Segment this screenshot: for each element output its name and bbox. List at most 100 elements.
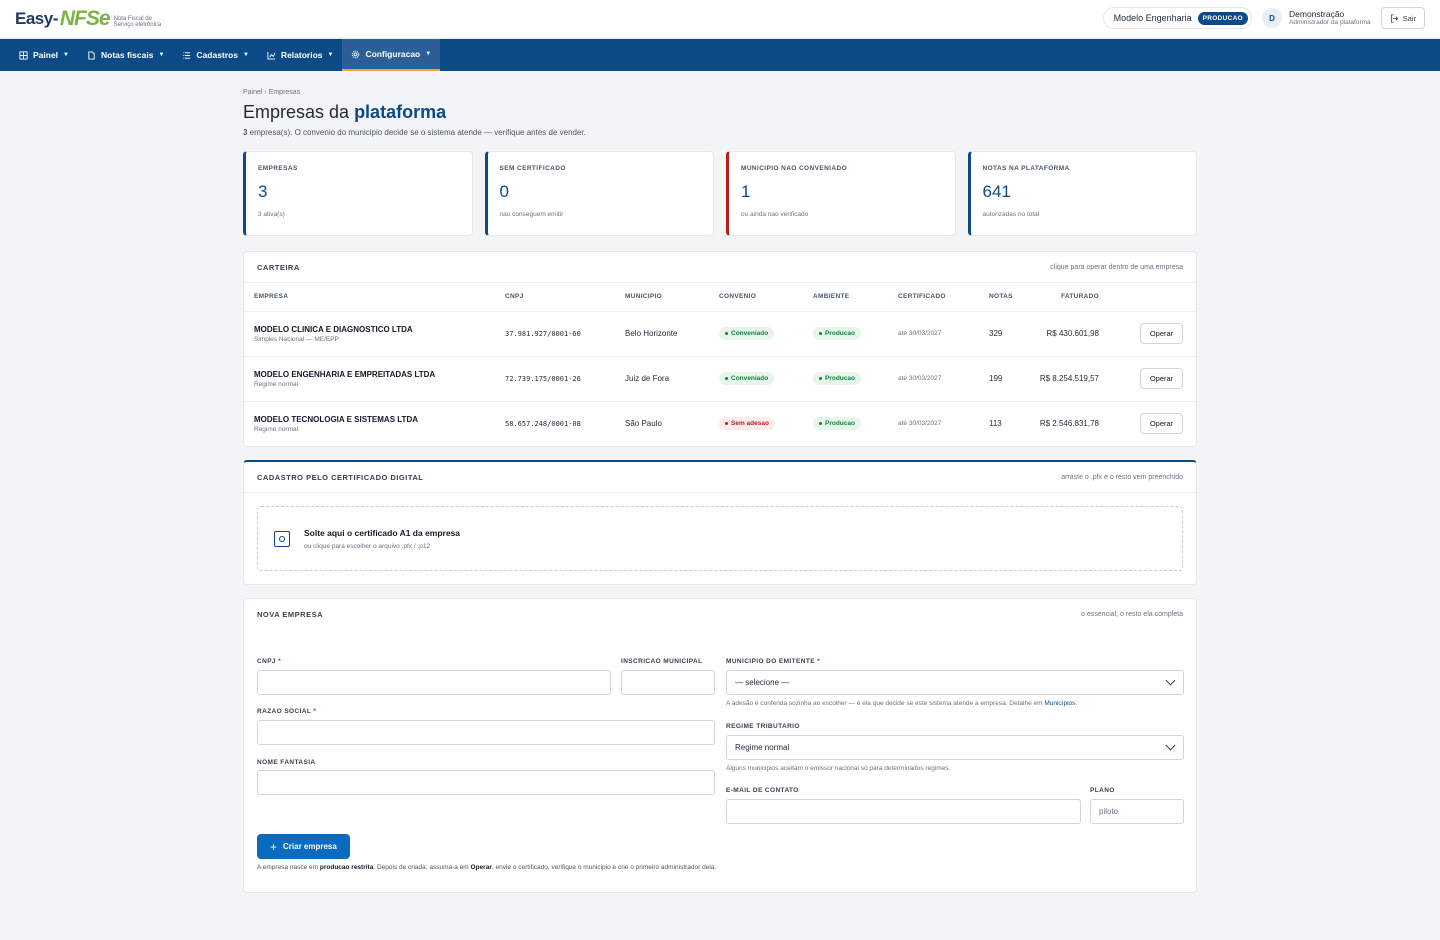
nav-notas-fiscais[interactable]: Notas fiscais ▼	[78, 39, 173, 71]
regime-label: REGIME TRIBUTARIO	[726, 723, 800, 730]
nav-configuracao[interactable]: Configuracao ▼	[342, 39, 441, 71]
chevron-down-icon: ▼	[327, 52, 334, 58]
nome-fantasia-field[interactable]	[257, 770, 715, 795]
page-title-highlight: plataforma	[354, 102, 447, 122]
company-name: MODELO CLINICA E DIAGNOSTICO LTDA	[254, 324, 413, 334]
regime-select[interactable]: Regime normal	[726, 735, 1184, 760]
avatar: D	[1262, 8, 1282, 28]
page-title-prefix: Empresas da	[243, 102, 355, 122]
operar-button[interactable]: Operar	[1140, 413, 1183, 435]
ambiente-badge: Producao	[813, 372, 861, 385]
stat-card-municipio-nao-conveniado: MUNICIPIO NAO CONVENIADO 1 ou ainda nao …	[726, 151, 956, 236]
company-name: MODELO ENGENHARIA E EMPREITADAS LTDA	[254, 369, 436, 379]
inscricao-municipal-field[interactable]	[621, 670, 715, 695]
grid-icon	[19, 50, 28, 60]
stat-value: 641	[982, 182, 1011, 201]
page-title: Empresas da plataforma	[243, 102, 1197, 123]
regime-help: Alguns municipios aceitam o emissor naci…	[726, 765, 951, 772]
municipios-link[interactable]: Municípios	[1044, 700, 1076, 707]
certificate-dropzone[interactable]: Solte aqui o certificado A1 da empresa o…	[257, 506, 1183, 571]
stat-card-sem-certificado: SEM CERTIFICADO 0 nao conseguem emitir	[484, 151, 714, 236]
col-notas: NOTAS	[979, 283, 1029, 312]
table-row[interactable]: MODELO ENGENHARIA E EMPREITADAS LTDA Regi…	[244, 356, 1196, 402]
chevron-down-icon: ▼	[158, 52, 165, 58]
certificado-validade: até 30/03/2027	[898, 420, 942, 428]
table-row[interactable]: MODELO CLINICA E DIAGNOSTICO LTDA Simples…	[244, 311, 1196, 357]
criar-empresa-button[interactable]: + Criar empresa	[257, 834, 350, 859]
col-faturado: FATURADO	[1029, 283, 1109, 312]
chevron-down-icon	[1165, 675, 1176, 686]
company-count: 3	[243, 128, 248, 137]
dropzone-title: Solte aqui o certificado A1 da empresa	[304, 527, 461, 538]
nav-cadastros-label: Cadastros	[196, 50, 238, 60]
municipio-help: A adesão é conferida sozinha ao escolher…	[726, 700, 1078, 707]
col-empresa: EMPRESA	[244, 283, 495, 312]
stat-label: MUNICIPIO NAO CONVENIADO	[741, 165, 848, 172]
carteira-note: clique para operar dentro de uma empresa	[1050, 263, 1183, 271]
user-name: Demonstração	[1289, 9, 1345, 19]
nova-empresa-card: NOVA EMPRESA o essencial; o resto ela co…	[243, 598, 1197, 893]
certificado-validade: até 30/03/2027	[888, 311, 979, 357]
nova-empresa-note: o essencial; o resto ela completa	[1081, 611, 1183, 618]
carteira-title: CARTEIRA	[257, 262, 300, 272]
stat-card-empresas: EMPRESAS 3 3 ativa(s)	[243, 151, 473, 236]
breadcrumb[interactable]: Painel › Empresas	[243, 89, 301, 96]
user-menu[interactable]: D Demonstração Administrador da platafor…	[1262, 8, 1371, 28]
nav-painel-label: Painel	[33, 50, 59, 60]
email-field[interactable]	[726, 799, 1081, 824]
operar-button[interactable]: Operar	[1140, 323, 1183, 344]
company-municipio: Juiz de Fora	[615, 356, 709, 402]
plano-field[interactable]: piloto	[1090, 799, 1184, 824]
col-certificado: CERTIFICADO	[888, 283, 979, 312]
stat-value: 0	[499, 182, 509, 201]
chevron-down-icon: ▼	[242, 52, 249, 58]
inscricao-municipal-label: INSCRICAO MUNICIPAL	[621, 658, 703, 665]
environment-badge: PRODUCAO	[1197, 11, 1248, 25]
company-cnpj: 58.657.248/0001-08	[505, 419, 581, 428]
logout-icon	[1390, 13, 1398, 23]
municipio-select[interactable]: — selecione —	[726, 670, 1184, 695]
certificado-note: arraste o .pfx e o resto vem preenchido	[1061, 473, 1183, 481]
form-footnote: A empresa nasce em producao restrita. De…	[257, 864, 717, 871]
main-content: Painel › Empresas Empresas da plataforma…	[243, 71, 1197, 893]
company-regime: Simples Nacional — ME/EPP	[254, 335, 339, 343]
notas-count: 329	[979, 311, 1029, 357]
carteira-card: CARTEIRA clique para operar dentro de um…	[243, 251, 1197, 447]
nav-notas-label: Notas fiscais	[101, 50, 154, 60]
notas-count: 113	[989, 419, 1002, 429]
company-cnpj: 72.739.175/0001-26	[495, 356, 615, 402]
top-bar: Easy- NFSe Nota Fiscal de Serviço eletrô…	[0, 0, 1440, 39]
cnpj-field[interactable]	[257, 670, 611, 695]
nav-cadastros[interactable]: Cadastros ▼	[173, 39, 258, 71]
certificado-validade: até 30/03/2027	[888, 356, 979, 402]
convenio-badge: Conveniado	[719, 372, 775, 385]
faturado-value: R$ 2.546.831,78	[1039, 419, 1099, 429]
nova-empresa-form: CNPJ * INSCRICAO MUNICIPAL MUNICIPIO DO …	[244, 630, 1196, 892]
nav-painel[interactable]: Painel ▼	[10, 39, 78, 71]
operar-button[interactable]: Operar	[1140, 368, 1183, 389]
logout-button[interactable]: Sair	[1380, 7, 1425, 29]
certificado-card: CADASTRO PELO CERTIFICADO DIGITAL arrast…	[243, 460, 1197, 585]
stats-row: EMPRESAS 3 3 ativa(s) SEM CERTIFICADO 0 …	[243, 151, 1197, 236]
col-ambiente: AMBIENTE	[803, 283, 888, 312]
col-municipio: MUNICIPIO	[615, 283, 709, 312]
plus-icon: +	[270, 839, 278, 854]
stat-label: EMPRESAS	[258, 165, 298, 172]
stat-hint: 3 ativa(s)	[258, 211, 285, 218]
company-name: MODELO TECNOLOGIA E SISTEMAS LTDA	[254, 414, 418, 424]
ambiente-badge: Producao	[813, 327, 861, 340]
nav-relatorios[interactable]: Relatorios ▼	[258, 39, 343, 71]
company-municipio: São Paulo	[625, 419, 662, 429]
stat-label: SEM CERTIFICADO	[499, 165, 566, 172]
companies-table: EMPRESA CNPJ MUNICIPIO CONVENIO AMBIENTE…	[244, 283, 1196, 446]
razao-social-field[interactable]	[257, 720, 715, 745]
logo-nfse: NFSe	[59, 7, 111, 30]
app-logo[interactable]: Easy- NFSe Nota Fiscal de Serviço eletrô…	[15, 7, 164, 31]
stat-card-notas: NOTAS NA PLATAFORMA 641 autorizadas no t…	[967, 151, 1197, 236]
company-selector[interactable]: Modelo Engenharia PRODUCAO	[1102, 7, 1252, 29]
table-row[interactable]: MODELO TECNOLOGIA E SISTEMAS LTDA Regime …	[244, 401, 1196, 446]
logo-subtitle: Nota Fiscal de Serviço eletrônica	[113, 16, 162, 28]
company-regime: Regime normal	[254, 380, 299, 388]
stat-value: 1	[741, 182, 751, 201]
company-name: Modelo Engenharia	[1113, 13, 1192, 23]
